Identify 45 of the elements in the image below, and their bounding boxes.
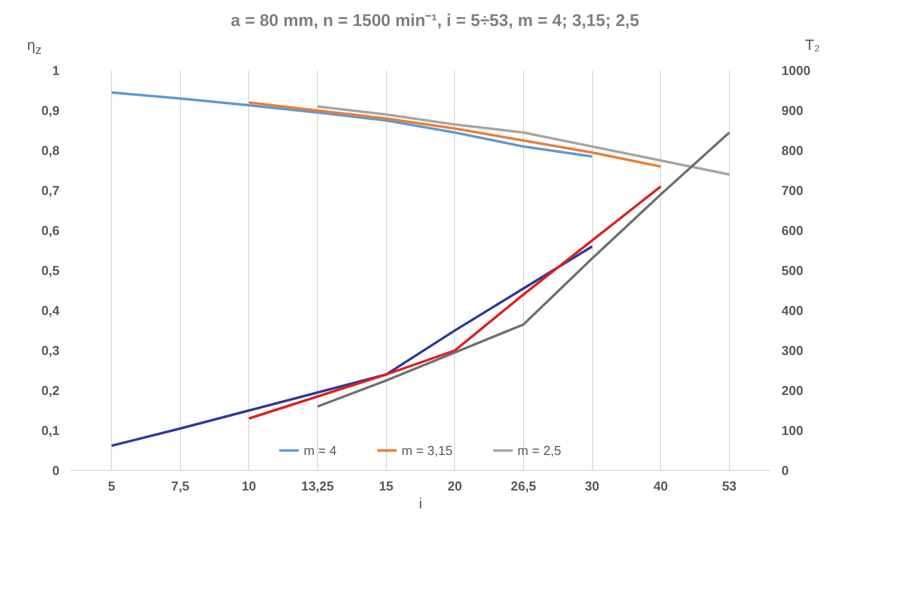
x-tick-label: 40 xyxy=(653,478,668,494)
y2-tick-label: 200 xyxy=(782,383,804,398)
y2-tick-label: 100 xyxy=(782,423,804,438)
line-series xyxy=(248,185,662,420)
y-axis-title: η$_{z}$ xyxy=(27,36,42,59)
y2-tick-label: 800 xyxy=(782,143,804,158)
legend-label: m = 4 xyxy=(304,442,337,458)
x-tick-label: 7,5 xyxy=(171,478,190,494)
line-series xyxy=(316,105,731,176)
x-tick-label: 5 xyxy=(108,478,116,494)
y-tick-label: 0,9 xyxy=(41,103,60,118)
x-tick-label: 53 xyxy=(722,478,737,494)
y-tick-label: 0,6 xyxy=(41,223,60,238)
x-tick-label: 15 xyxy=(378,478,394,494)
y-tick-label: 0,5 xyxy=(41,263,60,278)
x-tick-label: 13,25 xyxy=(301,478,334,494)
line-series xyxy=(316,131,731,408)
legend-label: m = 2,5 xyxy=(518,442,562,458)
y2-tick-label: 1000 xyxy=(782,63,810,78)
y2-tick-label: 500 xyxy=(782,263,804,278)
x-tick-label: 10 xyxy=(242,478,256,494)
x-tick-label: 26,5 xyxy=(510,478,536,494)
y-tick-label: 0 xyxy=(52,463,60,478)
x-axis-title: i xyxy=(418,496,422,512)
line-series xyxy=(110,245,594,447)
y2-tick-label: 600 xyxy=(782,223,804,238)
y2-axis-title: T₂ xyxy=(805,36,820,56)
y2-tick-label: 400 xyxy=(782,303,804,318)
y-tick-label: 0,2 xyxy=(41,383,60,398)
chart-title: a = 80 mm, n = 1500 min⁻¹, i = 5÷53, m = 4; 3,15; 2,5 xyxy=(230,10,640,32)
x-tick-label: 20 xyxy=(448,478,462,494)
y-tick-label: 0,4 xyxy=(41,303,60,318)
y2-tick-label: 700 xyxy=(782,183,804,198)
x-tick-label: 30 xyxy=(584,478,600,494)
y-tick-label: 0,8 xyxy=(41,143,60,158)
y-tick-label: 0,3 xyxy=(41,343,60,358)
line-series xyxy=(248,101,662,168)
line-series xyxy=(110,91,594,158)
y2-tick-label: 0 xyxy=(782,463,789,478)
y-tick-label: 1 xyxy=(52,63,60,78)
y2-tick-label: 300 xyxy=(782,343,804,358)
y-tick-label: 0,7 xyxy=(41,183,60,198)
legend-label: m = 3,15 xyxy=(402,442,453,458)
y-tick-label: 0,1 xyxy=(41,423,60,438)
y2-tick-label: 900 xyxy=(782,103,804,118)
